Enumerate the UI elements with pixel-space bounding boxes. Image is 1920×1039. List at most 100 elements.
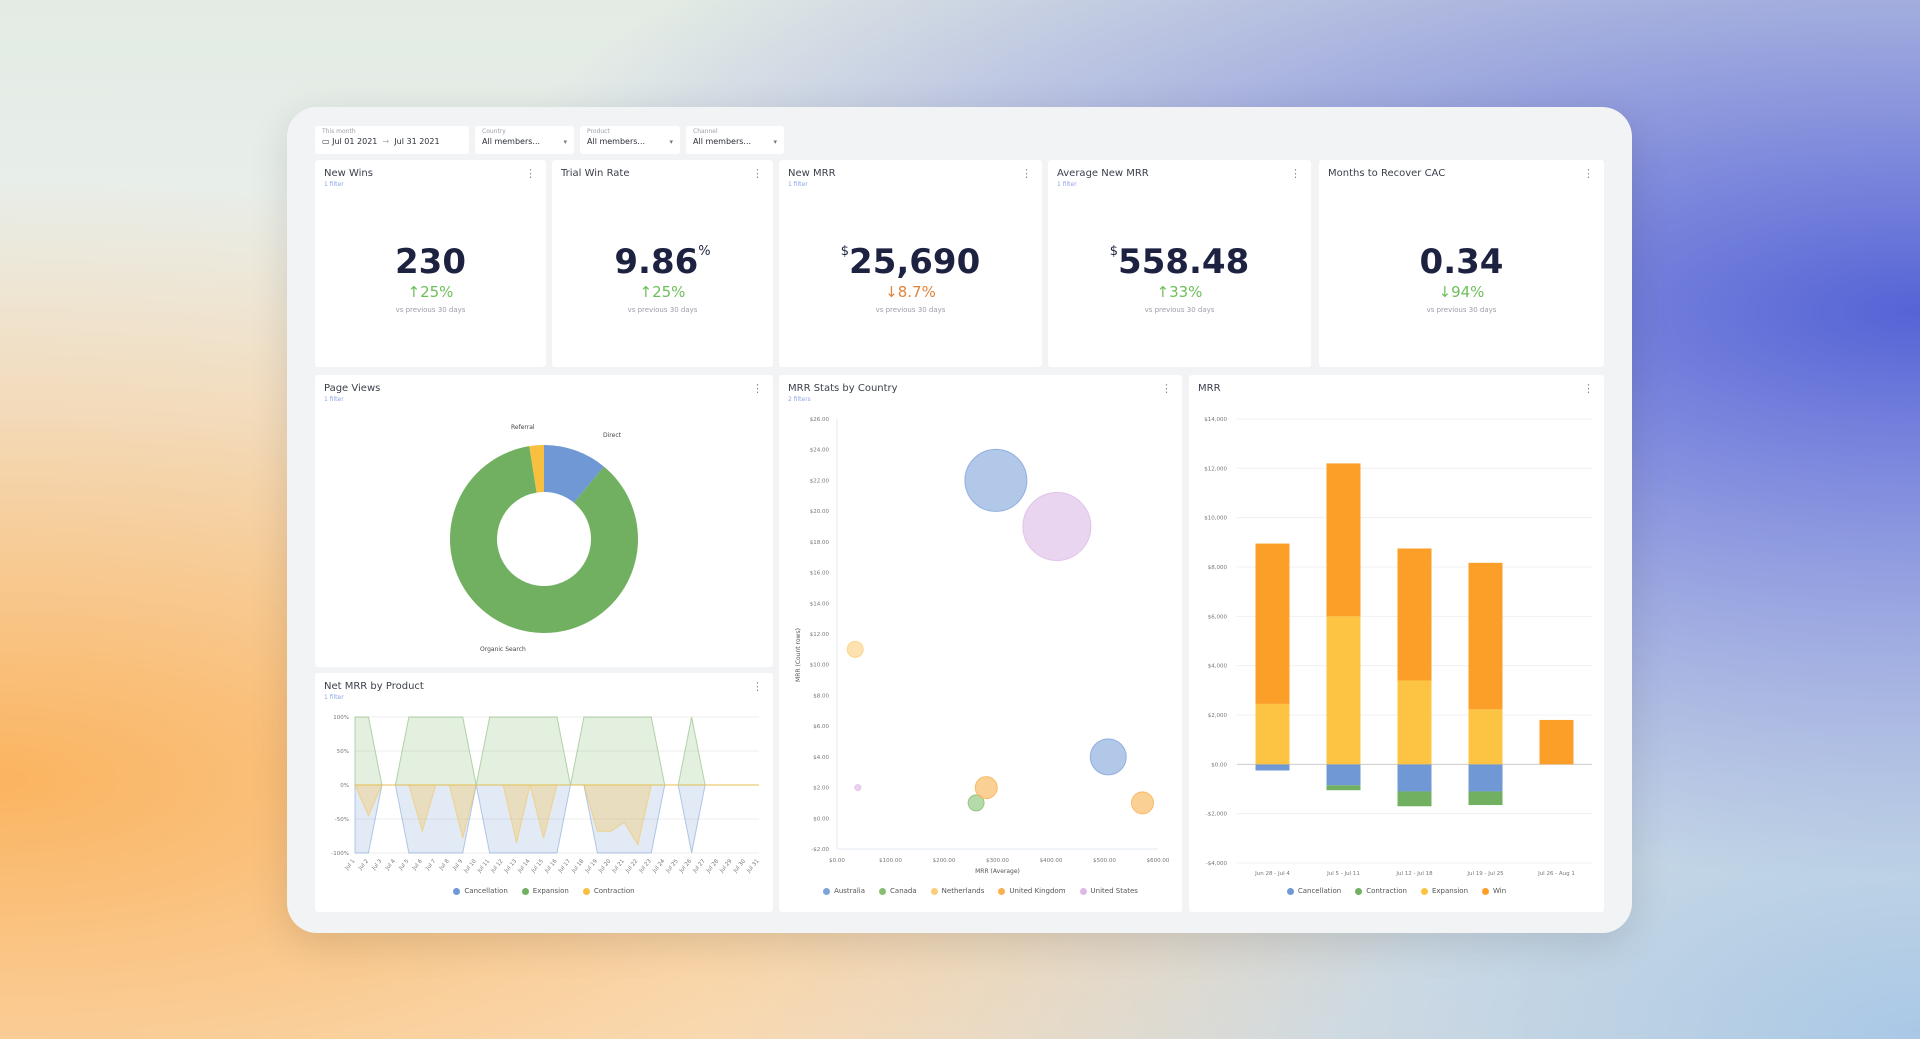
- product-filter[interactable]: Product All members... ▾: [580, 126, 680, 154]
- bar-segment: [1397, 680, 1432, 765]
- kpi-delta: ↓94%: [1438, 283, 1485, 301]
- slice-label: Direct: [603, 432, 622, 439]
- kpi-value: 230: [315, 242, 546, 282]
- page-views-card: Page Views 1 filter ⋮ Direct Organic Sear…: [315, 375, 773, 667]
- more-menu-icon[interactable]: ⋮: [752, 680, 763, 693]
- x-tick-label: Jul 26 - Aug 1: [1537, 871, 1575, 877]
- x-tick-label: Jul 6: [411, 858, 424, 872]
- legend-swatch: [521, 887, 529, 895]
- more-menu-icon[interactable]: ⋮: [1290, 167, 1301, 180]
- bar-segment: [1326, 616, 1361, 765]
- date-range-filter[interactable]: This month ▭ Jul 01 2021 → Jul 31 2021: [315, 126, 469, 154]
- x-tick-label: Jul 7: [424, 858, 437, 872]
- x-tick-label: Jul 2: [357, 858, 370, 872]
- y-tick-label: $0.00: [1211, 762, 1227, 768]
- bar-segment: [1326, 785, 1361, 791]
- more-menu-icon[interactable]: ⋮: [752, 167, 763, 180]
- value-text: 25,690: [849, 242, 981, 282]
- kpi-delta: ↑33%: [1156, 283, 1203, 301]
- legend-item[interactable]: Netherlands: [930, 887, 984, 895]
- legend-swatch: [1482, 887, 1490, 895]
- more-menu-icon[interactable]: ⋮: [1021, 167, 1032, 180]
- y-tick-label: $8,000: [1208, 565, 1228, 571]
- more-menu-icon[interactable]: ⋮: [1583, 382, 1594, 395]
- card-title: Average New MRR: [1057, 168, 1149, 179]
- bar-segment: [1255, 764, 1290, 771]
- bar-segment: [1468, 791, 1503, 806]
- legend-item[interactable]: Win: [1482, 887, 1506, 895]
- y-tick-label: $10.00: [810, 663, 830, 669]
- y-tick-label: $2,000: [1208, 713, 1228, 719]
- currency-prefix: $: [840, 244, 850, 259]
- filter-count[interactable]: 1 filter: [324, 396, 344, 403]
- legend-item[interactable]: United Kingdom: [998, 887, 1066, 895]
- legend-item[interactable]: Expansion: [521, 887, 569, 895]
- legend-label: Canada: [890, 887, 917, 895]
- area-chart: 100%50%0%-50%-100%Jul 1 Jul 2 Jul 3 Jul 4 Ju…: [331, 715, 760, 875]
- y-tick-label: $12,000: [1204, 466, 1227, 472]
- legend-swatch: [1420, 887, 1428, 895]
- more-menu-icon[interactable]: ⋮: [1161, 382, 1172, 395]
- bubble-point: [1022, 492, 1092, 561]
- bar-segment: [1397, 548, 1432, 681]
- more-menu-icon[interactable]: ⋮: [1583, 167, 1594, 180]
- more-menu-icon[interactable]: ⋮: [752, 382, 763, 395]
- card-title: MRR Stats by Country: [788, 383, 898, 394]
- filter-count[interactable]: 1 filter: [324, 181, 344, 188]
- kpi-card: Average New MRR 1 filter ⋮ $558.48 ↑33% …: [1048, 160, 1311, 367]
- x-tick-label: Jul 24: [651, 858, 666, 875]
- legend-item[interactable]: Contraction: [1355, 887, 1407, 895]
- card-title: New MRR: [788, 168, 836, 179]
- kpi-value: $25,690: [779, 242, 1042, 282]
- pie-slice: [544, 445, 604, 503]
- x-tick-label: Jul 23: [638, 858, 653, 875]
- legend-item[interactable]: United States: [1079, 887, 1138, 895]
- legend-item[interactable]: Cancellation: [1286, 887, 1341, 895]
- legend-swatch: [998, 887, 1006, 895]
- value-text: 230: [395, 242, 466, 282]
- stacked-bar-chart: $14,000 $12,000 $10,000 $8,000 $6,000 $4,000 $…: [1204, 417, 1592, 877]
- filter-count[interactable]: 2 filters: [788, 396, 811, 403]
- legend-label: Expansion: [532, 887, 569, 895]
- legend-label: Cancellation: [464, 887, 508, 895]
- x-tick-label: Jul 18: [570, 858, 585, 875]
- filter-count[interactable]: 1 filter: [324, 694, 344, 701]
- legend-item[interactable]: Canada: [879, 887, 917, 895]
- legend-item[interactable]: Expansion: [1420, 887, 1468, 895]
- bar-segment: [1255, 703, 1290, 765]
- bubble-point: [974, 776, 998, 800]
- filter-count[interactable]: 1 filter: [1057, 181, 1077, 188]
- y-tick-label: $4.00: [813, 755, 829, 761]
- x-tick-label: Jul 11: [476, 858, 491, 874]
- bubble-chart: $26.00 $24.00 $22.00 $20.00 $18.00 $16.00 $14.…: [795, 417, 1170, 875]
- arrow-icon: →: [382, 137, 390, 146]
- x-tick-label: Jul 16: [543, 858, 558, 875]
- chart-legend: Cancellation Contraction Expansion Win: [1189, 887, 1604, 895]
- channel-filter[interactable]: Channel All members... ▾: [686, 126, 784, 154]
- slice-label: Referral: [511, 424, 535, 431]
- kpi-value: $558.48: [1048, 242, 1311, 282]
- card-title: Net MRR by Product: [324, 681, 424, 692]
- legend-swatch: [582, 887, 590, 895]
- x-tick-label: $0.00: [829, 858, 845, 864]
- y-tick-label: $4,000: [1208, 664, 1228, 670]
- country-filter[interactable]: Country All members... ▾: [475, 126, 574, 154]
- start-date: Jul 01 2021: [332, 137, 378, 146]
- more-menu-icon[interactable]: ⋮: [525, 167, 536, 180]
- comparison-label: vs previous 30 days: [1426, 306, 1497, 314]
- legend-label: United Kingdom: [1009, 887, 1066, 895]
- legend-label: Contraction: [593, 887, 635, 895]
- filter-value: All members...: [587, 137, 646, 146]
- legend-item[interactable]: Cancellation: [453, 887, 508, 895]
- chart-legend: Cancellation Expansion Contraction: [315, 887, 773, 895]
- y-tick-label: $22.00: [810, 478, 830, 484]
- x-tick-label: $300.00: [986, 858, 1009, 864]
- pie-slice: [450, 446, 638, 633]
- legend-item[interactable]: Australia: [823, 887, 865, 895]
- legend-item[interactable]: Contraction: [582, 887, 635, 895]
- filter-count[interactable]: 1 filter: [788, 181, 808, 188]
- legend-label: United States: [1090, 887, 1138, 895]
- x-tick-label: Jul 31: [745, 858, 760, 874]
- legend-swatch: [879, 887, 887, 895]
- chevron-down-icon: ▾: [773, 138, 777, 146]
